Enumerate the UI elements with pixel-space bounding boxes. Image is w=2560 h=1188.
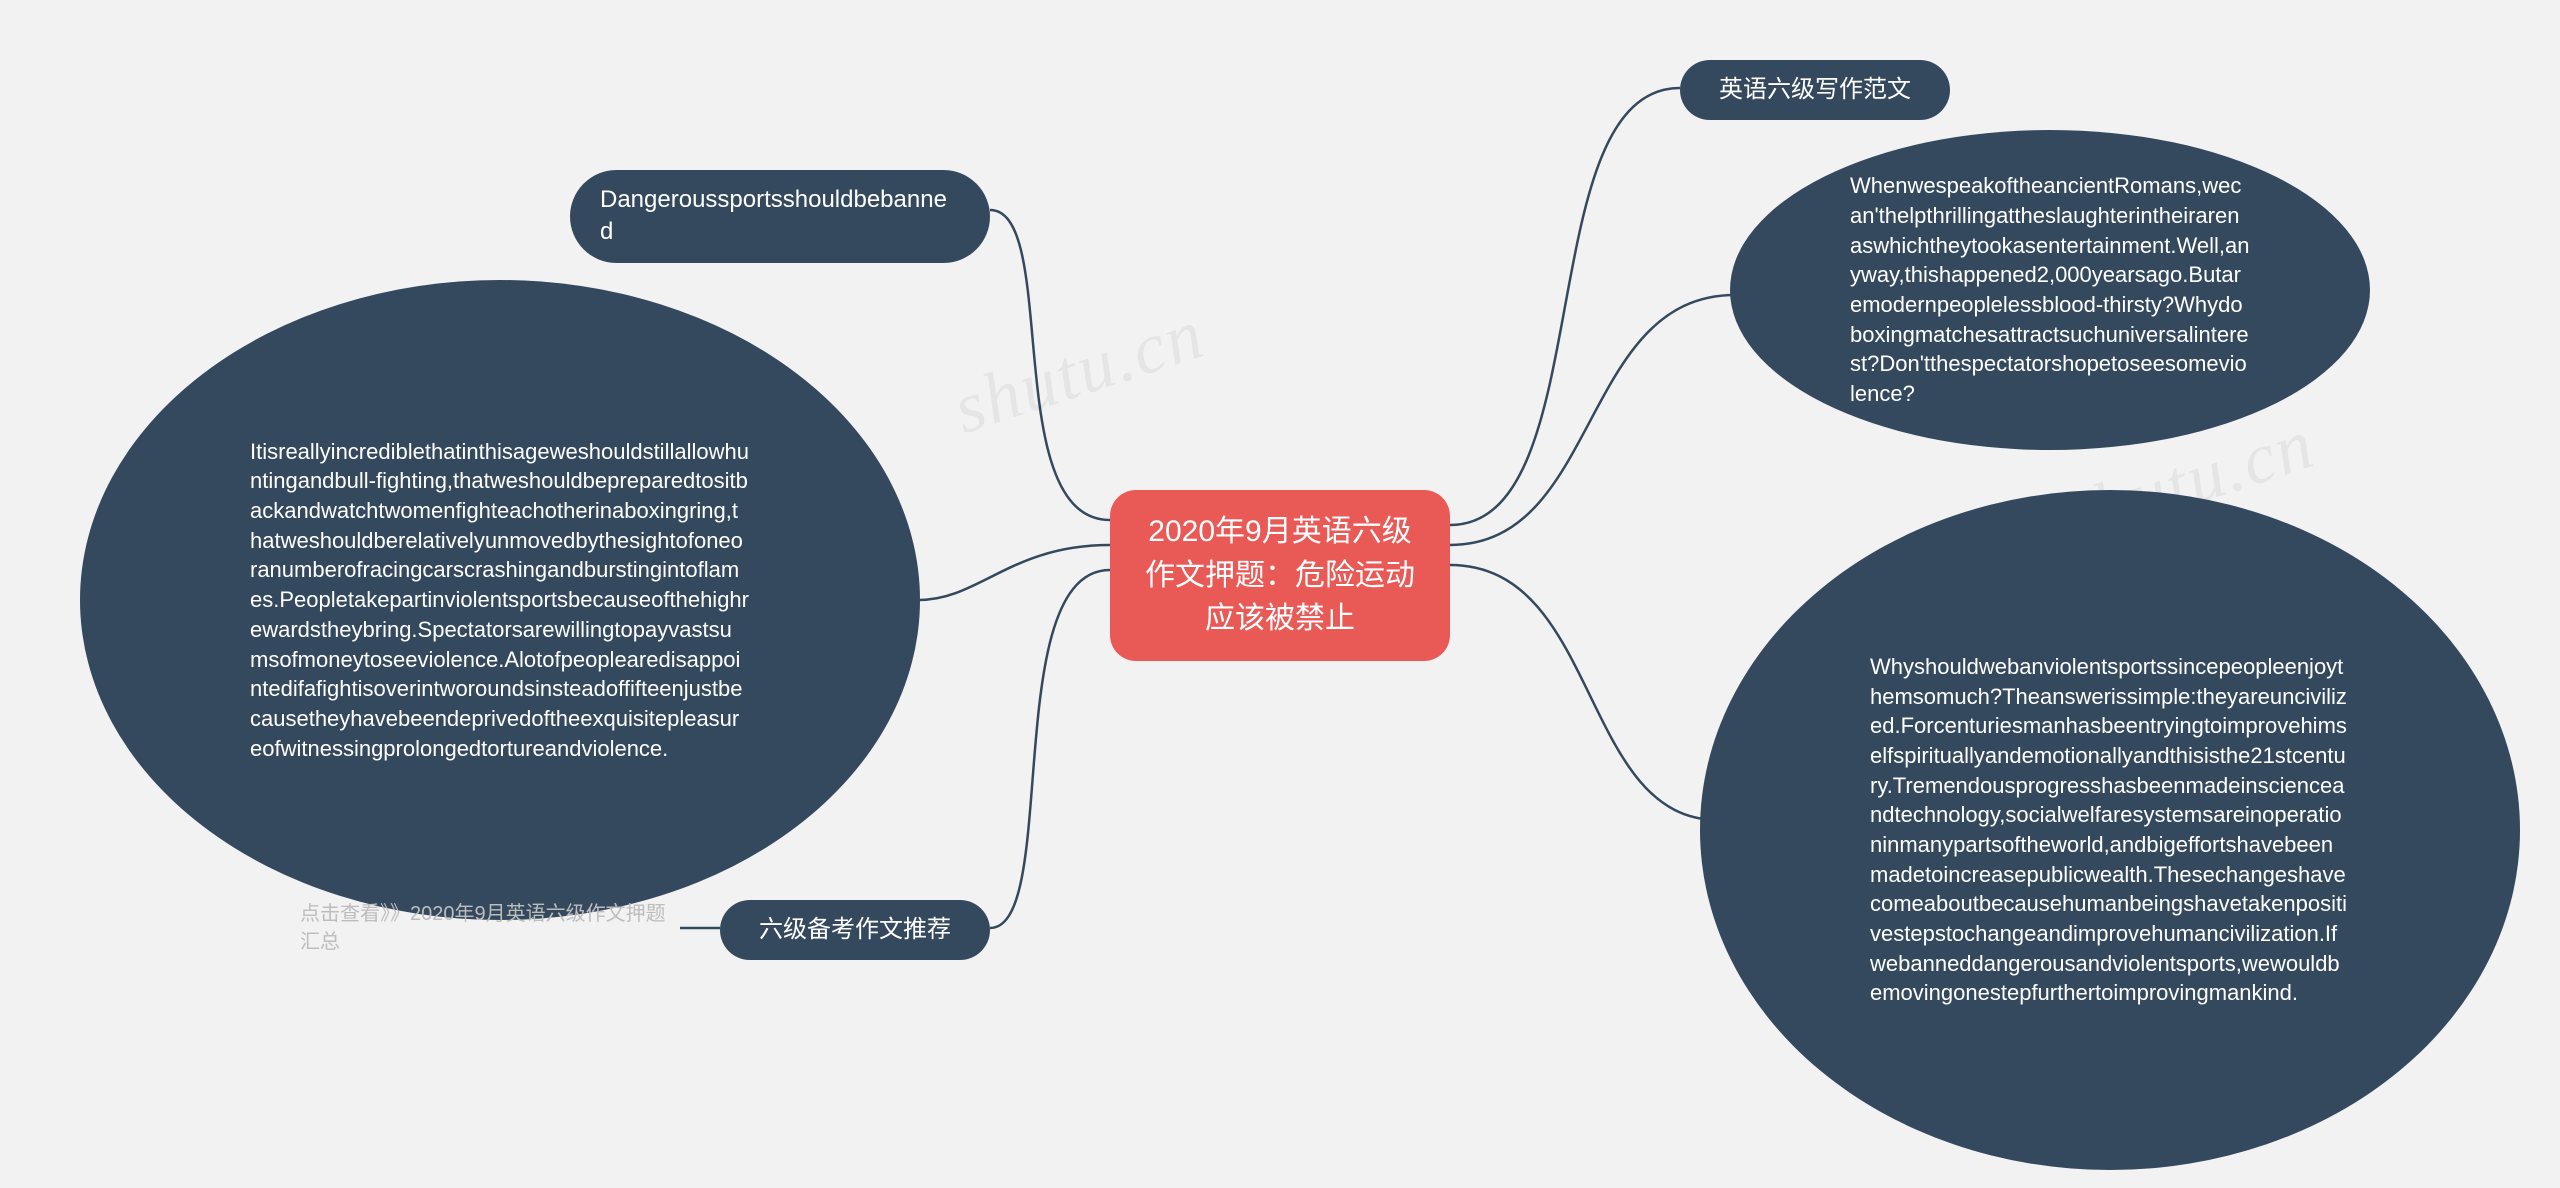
node-writing-sample-title[interactable]: 英语六级写作范文 <box>1680 60 1950 120</box>
watermark-1: shutu.cn <box>943 292 1214 451</box>
central-topic-label: 2020年9月英语六级作文押题：危险运动应该被禁止 <box>1138 510 1422 641</box>
node-label: 英语六级写作范文 <box>1719 74 1911 106</box>
central-topic[interactable]: 2020年9月英语六级作文押题：危险运动应该被禁止 <box>1110 490 1450 661</box>
node-label: 六级备考作文推荐 <box>759 914 951 946</box>
node-paragraph-incredible[interactable]: Itisreallyincrediblethatinthisageweshoul… <box>80 280 920 920</box>
node-label: WhenwespeakoftheancientRomans,wecan'thel… <box>1850 171 2250 409</box>
footnote-link-text[interactable]: 点击查看》》2020年9月英语六级作文押题汇总 <box>300 900 680 956</box>
node-label: Dangeroussportsshouldbebanned <box>600 184 960 249</box>
node-paragraph-why-ban[interactable]: Whyshouldwebanviolentsportssincepeopleen… <box>1700 490 2520 1170</box>
node-recommended-essays[interactable]: 六级备考作文推荐 <box>720 900 990 960</box>
node-label: Itisreallyincrediblethatinthisageweshoul… <box>250 437 750 764</box>
mindmap-canvas: shutu.cn shutu.cn 2020年9月英语六级作文押题：危险运动应该… <box>0 0 2560 1188</box>
node-paragraph-romans[interactable]: WhenwespeakoftheancientRomans,wecan'thel… <box>1730 130 2370 450</box>
node-label: Whyshouldwebanviolentsportssincepeopleen… <box>1870 652 2350 1008</box>
footnote-label: 点击查看》》2020年9月英语六级作文押题汇总 <box>300 903 666 953</box>
node-dangerous-sports-title[interactable]: Dangeroussportsshouldbebanned <box>570 170 990 263</box>
